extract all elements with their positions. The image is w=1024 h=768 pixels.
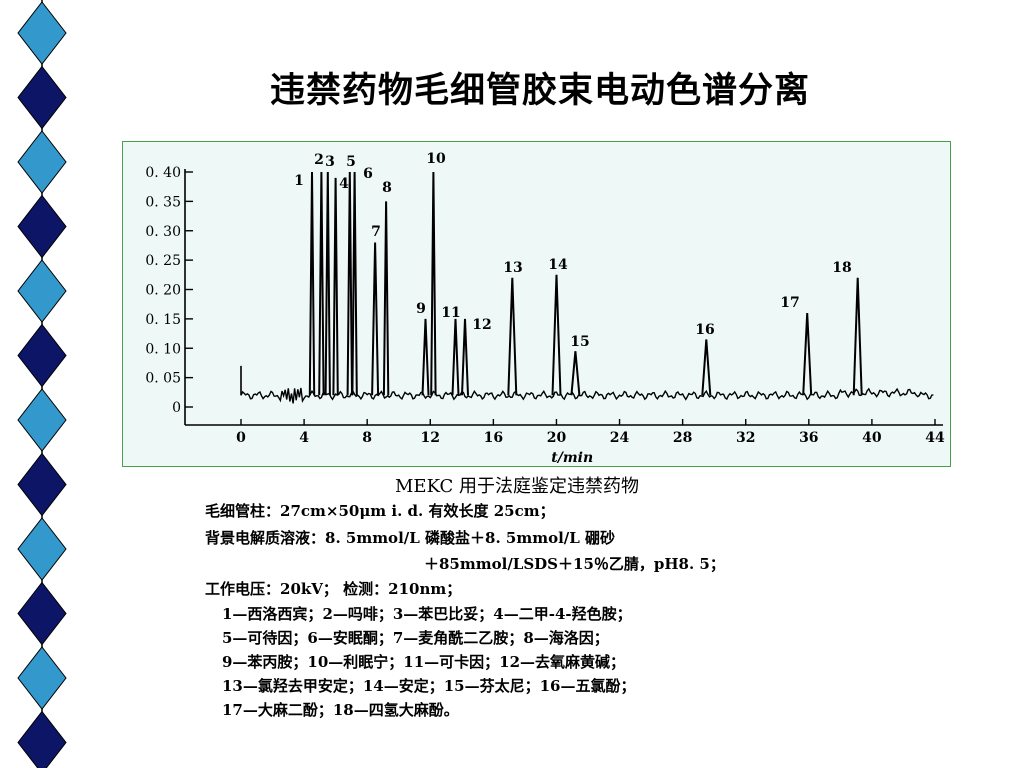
peak-legend-line: 13—氯羟去甲安定；14—安定；15—芬太尼；16—五氯酚； — [222, 677, 636, 695]
peak-legend-line: 1—西洛西宾；2—吗啡；3—苯巴比妥；4—二甲-4-羟色胺； — [222, 605, 632, 623]
peak-legend-line: 9—苯丙胺；10—利眠宁；11—可卡因；12—去氧麻黄碱； — [222, 653, 626, 671]
diamond-ornament — [17, 452, 67, 517]
x-tick-label: 36 — [799, 430, 818, 446]
peak-5 — [346, 171, 353, 396]
peak-9 — [421, 318, 430, 396]
diamond-ornament — [17, 710, 67, 768]
peak-legend-line: 17—大麻二酚；18—四氢大麻酚。 — [222, 701, 459, 719]
diamond-ornament — [17, 1, 67, 65]
peak-2 — [318, 171, 325, 396]
x-axis-label: t/min — [551, 450, 593, 466]
peak-legend-line: 5—可待因；6—安眠酮；7—麦角酰二乙胺；8—海洛因； — [222, 629, 609, 647]
y-tick-label: 0. 35 — [145, 194, 181, 210]
y-tick-label: 0 — [172, 400, 181, 416]
figure-caption-title: MEKC 用于法庭鉴定违禁药物 — [395, 476, 640, 497]
diamond-ornament — [17, 388, 67, 452]
diamond-ornament — [17, 130, 67, 194]
x-tick-label: 16 — [484, 430, 503, 446]
peak-4 — [332, 177, 339, 396]
x-tick-label: 4 — [299, 430, 309, 446]
peak-label: 2 — [314, 152, 324, 168]
peak-label: 5 — [346, 154, 356, 170]
peak-label: 16 — [695, 322, 714, 338]
peak-label: 9 — [416, 301, 426, 317]
peak-label: 3 — [325, 154, 335, 170]
x-tick-label: 8 — [362, 430, 372, 446]
y-tick-label: 0. 25 — [145, 253, 181, 269]
diamond-ornament — [17, 581, 67, 646]
peak-1 — [308, 171, 316, 396]
caption-electrolyte-line-1: 背景电解质溶液：8. 5mmol/L 磷酸盐＋8. 5mmol/L 硼砂 — [205, 529, 616, 547]
peak-16 — [701, 339, 712, 396]
diamond-ornament — [17, 65, 67, 130]
diamond-ornament — [17, 259, 67, 323]
peak-17 — [802, 312, 813, 396]
diamond-ornament — [17, 517, 67, 581]
peak-12 — [461, 318, 469, 396]
x-tick-label: 0 — [236, 430, 246, 446]
peak-label: 4 — [339, 176, 349, 192]
peak-6 — [351, 171, 358, 396]
peak-10 — [430, 171, 437, 396]
peak-label: 17 — [780, 295, 799, 311]
diamond-ornament — [17, 646, 67, 710]
x-tick-label: 24 — [610, 430, 630, 446]
y-tick-label: 0. 05 — [145, 371, 181, 387]
baseline-trace — [240, 387, 934, 404]
diamond-ornament — [17, 323, 67, 388]
x-tick-label: 44 — [925, 430, 945, 446]
y-tick-label: 0. 40 — [145, 165, 181, 181]
x-tick-label: 32 — [736, 430, 755, 446]
peak-legend: 1—西洛西宾；2—吗啡；3—苯巴比妥；4—二甲-4-羟色胺； 5—可待因；6—安… — [222, 602, 982, 722]
y-tick-label: 0. 15 — [145, 312, 181, 328]
peak-3 — [324, 171, 331, 396]
peak-11 — [451, 318, 460, 396]
peak-label: 8 — [382, 180, 392, 196]
peak-label: 13 — [503, 260, 522, 276]
peak-14 — [551, 274, 562, 396]
peak-label: 6 — [363, 166, 373, 182]
y-tick-label: 0. 20 — [145, 283, 181, 299]
caption-electrolyte-line-2: ＋85mmol/LSDS＋15％乙腈，pH8. 5； — [424, 555, 725, 573]
x-tick-label: 12 — [421, 430, 440, 446]
x-tick-label: 40 — [862, 430, 882, 446]
peak-label: 10 — [426, 151, 446, 167]
diamond-ornament — [17, 194, 67, 259]
peak-15 — [570, 351, 581, 396]
chromatogram-chart: 0 0. 05 0. 10 0. 15 0. 20 0. 25 0. 30 0. 35 0. 4… — [145, 151, 945, 466]
peak-label: 14 — [548, 257, 568, 273]
peak-label: 1 — [294, 173, 304, 189]
peak-18 — [852, 277, 863, 396]
peak-label: 7 — [371, 224, 381, 240]
peak-label: 18 — [832, 260, 851, 276]
y-tick-label: 0. 10 — [145, 341, 181, 357]
peak-8 — [382, 201, 390, 396]
x-tick-label: 20 — [547, 430, 567, 446]
y-tick-label: 0. 30 — [145, 224, 181, 240]
peak-13 — [507, 277, 518, 396]
caption-column-spec: 毛细管柱：27cm×50μm i. d. 有效长度 25cm； — [205, 502, 555, 520]
x-tick-label: 28 — [673, 430, 692, 446]
peak-label: 12 — [472, 317, 491, 333]
peak-7 — [371, 242, 380, 396]
peak-label: 11 — [441, 305, 460, 321]
slide-title: 违禁药物毛细管胶束电动色谱分离 — [269, 71, 810, 111]
peak-label: 15 — [570, 334, 589, 350]
caption-voltage-detection: 工作电压：20kV； 检测：210nm； — [205, 580, 462, 598]
diamond-border-decoration — [17, 0, 67, 768]
chromatogram-figure: 0 0. 05 0. 10 0. 15 0. 20 0. 25 0. 30 0. 35 0. 4… — [122, 141, 951, 467]
